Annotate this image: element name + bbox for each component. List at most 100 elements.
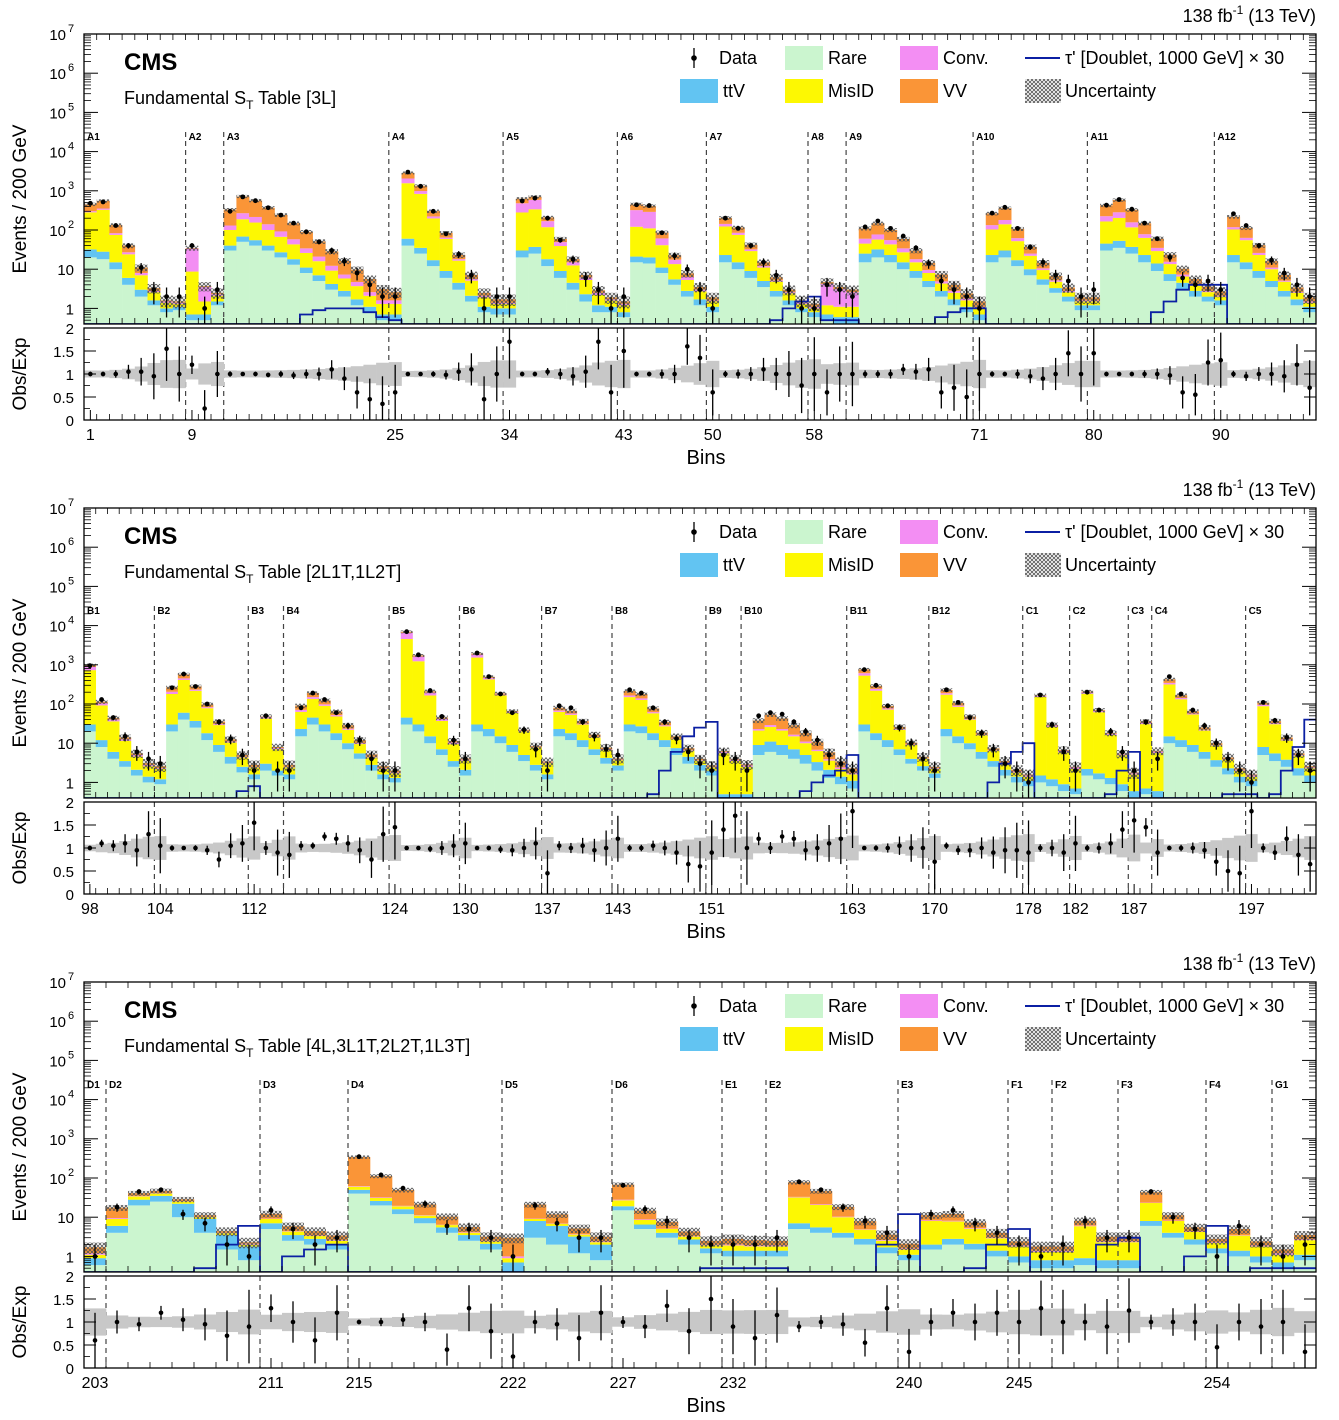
ratio-point (113, 371, 119, 377)
legend-swatch (900, 79, 938, 103)
bar-misid (1277, 281, 1291, 291)
bar-rare (401, 245, 415, 324)
data-point (709, 768, 715, 773)
legend-swatch (785, 553, 823, 577)
bar-ttv (1036, 279, 1050, 285)
bar-misid (858, 243, 872, 254)
bar-conv (318, 704, 331, 706)
bar-vv (312, 241, 326, 257)
data-point (333, 710, 339, 716)
data-point (1225, 756, 1231, 762)
ratio-point (126, 369, 131, 375)
bar-misid (553, 711, 566, 730)
data-point (1084, 689, 1090, 695)
bar-misid (506, 712, 519, 745)
panel-subtitle: Fundamental ST Table [4L,3L1T,2L2T,1L3T] (124, 1036, 470, 1060)
bar-misid (541, 227, 555, 260)
bar-ttv (306, 717, 319, 725)
bar-ttv (553, 270, 567, 278)
ratio-point (345, 841, 351, 846)
bar-ttv (414, 1218, 437, 1224)
bar-misid (940, 694, 953, 730)
bar-conv (400, 632, 413, 640)
bar-rare (1081, 775, 1094, 798)
region-label: F3 (1121, 1080, 1133, 1091)
bar-vv (764, 714, 777, 726)
bar-ttv (436, 749, 449, 755)
data-point (357, 737, 363, 743)
bar-misid (731, 234, 745, 263)
data-point (510, 1254, 516, 1259)
bar-rare (810, 1232, 833, 1272)
bar-ttv (528, 246, 542, 254)
bar-rare (436, 1232, 459, 1272)
data-point (557, 237, 563, 243)
bar-misid (166, 693, 179, 725)
ratio-tick-label: 2 (66, 1269, 74, 1286)
legend-hatch (1025, 553, 1061, 577)
ratio-point (932, 859, 937, 865)
ratio-point (532, 371, 538, 377)
data-point (885, 703, 891, 709)
lumi-energy: (13 TeV) (1243, 954, 1316, 974)
bar-rare (465, 301, 479, 324)
ratio-point (908, 845, 914, 851)
bar-ttv (612, 765, 625, 771)
bar-ttv (106, 1225, 129, 1233)
lumi-label: 138 fb-1 (13 TeV) (1183, 951, 1316, 974)
bar-ttv (1096, 1260, 1119, 1269)
bar-rare (529, 770, 542, 798)
bar-rare (142, 782, 155, 798)
data-point (418, 183, 423, 189)
region-label: F4 (1209, 1080, 1221, 1091)
bar-rare (353, 758, 366, 798)
bar-rare (600, 763, 613, 798)
bar-rare (236, 241, 250, 324)
bar-misid (1198, 730, 1211, 752)
bar-conv (1125, 222, 1139, 228)
data-point (1116, 197, 1122, 202)
bar-rare (330, 740, 343, 798)
ratio-point (1108, 841, 1113, 846)
legend-swatch (785, 46, 823, 70)
ratio-uncertainty-band (350, 366, 364, 382)
bar-conv (896, 248, 910, 253)
bar-misid (447, 744, 460, 762)
ratio-point (176, 371, 182, 377)
x-tick-label: 71 (971, 427, 989, 444)
legend-swatch (785, 520, 823, 544)
bar-rare (166, 731, 179, 798)
bar-misid (964, 1228, 987, 1244)
bar-misid (363, 295, 377, 307)
ratio-point (1040, 376, 1046, 381)
ratio-point (251, 820, 257, 825)
bar-conv (858, 238, 872, 244)
bar-rare (480, 1249, 503, 1272)
x-tick-label: 80 (1085, 427, 1103, 444)
ratio-uncertainty-band (502, 1310, 525, 1334)
ratio-point (1284, 836, 1289, 842)
bar-conv (185, 248, 199, 272)
legend-label: τ' [Doublet, 1000 GeV] × 30 (1065, 522, 1284, 542)
bar-misid (1228, 1235, 1251, 1251)
ratio-point (928, 1319, 934, 1325)
bar-rare (884, 262, 898, 324)
legend-label: τ' [Doublet, 1000 GeV] × 30 (1065, 48, 1284, 68)
bar-ttv (465, 295, 479, 302)
ratio-point (596, 339, 601, 345)
bar-ttv (612, 1206, 635, 1211)
bar-rare (947, 305, 961, 324)
legend-label: Rare (828, 996, 867, 1016)
legend-label: Data (719, 48, 758, 68)
data-point (298, 705, 304, 711)
uncertainty-hatch (1239, 226, 1253, 231)
lumi-energy: (13 TeV) (1243, 6, 1316, 26)
bar-rare (312, 281, 326, 324)
data-point (908, 740, 914, 746)
y-tick-exponent: 4 (68, 141, 74, 153)
bar-misid (172, 1201, 195, 1204)
bar-vv (1125, 209, 1139, 223)
bar-ttv (553, 729, 566, 737)
bar-misid (909, 262, 923, 271)
bar-ttv (524, 1221, 547, 1238)
